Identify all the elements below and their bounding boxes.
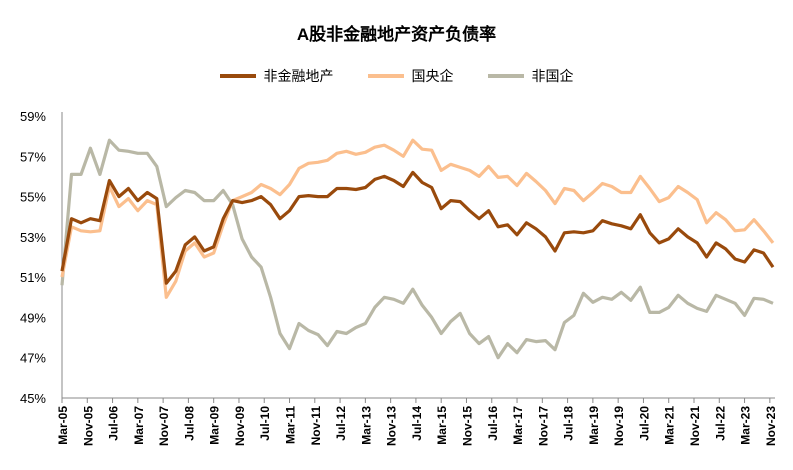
legend-item-central-soe: 国央企 [367,66,454,86]
y-tick-label: 49% [20,310,46,325]
x-tick-label: Mar-11 [284,406,298,444]
chart-title: A股非金融地产资产负债率 [296,25,497,44]
x-tick-label: Jul-10 [258,406,272,441]
x-tick-label: Mar-09 [208,406,222,445]
legend-swatch [219,74,256,78]
x-tick-label: Nov-23 [764,406,778,446]
x-tick-label: Jul-08 [182,406,196,441]
x-tick-label: Nov-21 [688,406,702,446]
legend-swatch [367,74,404,78]
x-tick-label: Nov-19 [612,406,626,446]
x-tick-label: Mar-19 [587,406,601,445]
x-tick-label: Mar-17 [511,406,525,445]
legend-swatch [487,74,524,78]
legend-item-non-soe: 非国企 [487,66,574,86]
x-tick-label: Mar-23 [739,406,753,445]
y-tick-label: 51% [20,270,46,285]
y-tick-label: 55% [20,190,46,205]
legend: 非金融地产 国央企 非国企 [0,66,793,86]
y-tick-label: 59% [20,109,46,124]
x-tick-label: Mar-21 [663,406,677,445]
legend-label: 非金融地产 [263,68,334,84]
legend-item-non-financial: 非金融地产 [219,66,334,86]
series-line-2 [60,138,774,360]
x-tick-label: Jul-20 [637,406,651,441]
x-tick-label: Nov-11 [309,406,323,446]
y-tick-label: 45% [20,391,46,406]
x-tick-label: Nov-17 [536,406,550,446]
x-tick-label: Mar-07 [132,406,146,445]
legend-label: 国央企 [411,68,454,84]
x-tick-label: Nov-09 [233,406,247,446]
x-tick-label: Mar-05 [56,406,70,445]
x-tick-label: Jul-22 [713,406,727,441]
x-tick-label: Nov-07 [157,406,171,446]
y-tick-label: 57% [20,149,46,164]
x-tick-label: Jul-12 [334,406,348,441]
x-tick-label: Nov-13 [385,406,399,446]
x-tick-label: Jul-14 [410,406,424,441]
legend-label: 非国企 [531,68,574,84]
x-tick-label: Jul-18 [562,406,576,441]
x-tick-label: Nov-05 [81,406,95,446]
y-tick-label: 47% [20,351,46,366]
x-tick-label: Jul-06 [107,406,121,441]
x-tick-label: Nov-15 [460,406,474,446]
x-tick-label: Jul-16 [486,406,500,441]
x-tick-label: Mar-15 [435,406,449,445]
y-tick-label: 53% [20,230,46,245]
series-line-1 [60,138,775,299]
x-tick-label: Mar-13 [359,406,373,445]
series-line-0 [60,170,775,285]
